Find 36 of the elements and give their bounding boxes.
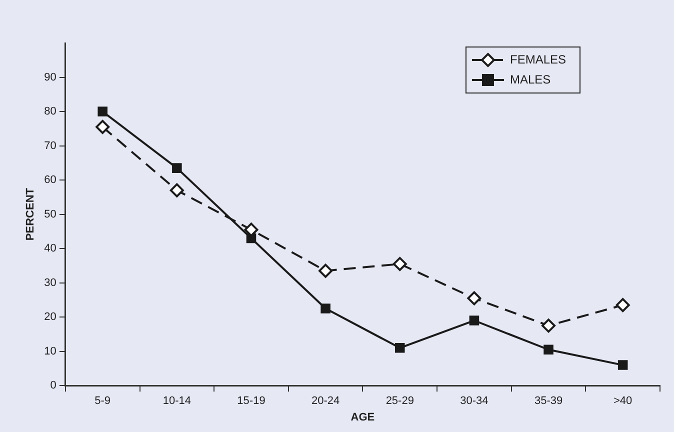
x-axis-title: AGE [350, 411, 375, 424]
y-tick-label: 70 [44, 140, 56, 152]
x-tick-label: 35-39 [534, 395, 563, 408]
x-tick-label: 25-29 [386, 395, 414, 408]
y-tick-label: 10 [44, 345, 56, 358]
point [467, 291, 482, 306]
point [616, 298, 630, 312]
y-tick-label: 40 [44, 242, 56, 255]
point [469, 316, 480, 326]
point [170, 183, 184, 198]
x-tick-label: 5-9 [94, 395, 111, 408]
x-tick-label: >40 [614, 395, 632, 408]
y-tick-label: 20 [44, 311, 56, 324]
y-tick-label: 60 [44, 174, 56, 186]
x-tick-label: 30-34 [460, 395, 488, 408]
y-axis-title: PERCENT [24, 188, 37, 241]
point [544, 344, 554, 355]
x-tick-label: 10-14 [162, 395, 191, 408]
legend-label: FEMALES [510, 52, 566, 66]
point [394, 343, 405, 353]
legend-label: MALES [510, 72, 551, 86]
y-tick-label: 80 [44, 106, 56, 118]
y-tick-label: 90 [44, 71, 56, 84]
y-tick-label: 0 [50, 380, 56, 392]
y-tick-label: 50 [44, 208, 56, 220]
point [98, 106, 108, 116]
x-tick-label: 15-19 [237, 395, 266, 408]
point [392, 256, 407, 271]
point [172, 163, 182, 173]
point [320, 304, 330, 314]
point [542, 318, 556, 333]
point [318, 264, 333, 278]
point [618, 360, 628, 370]
point [96, 120, 110, 134]
x-tick-label: 20-24 [311, 395, 340, 408]
y-tick-label: 30 [44, 276, 56, 289]
